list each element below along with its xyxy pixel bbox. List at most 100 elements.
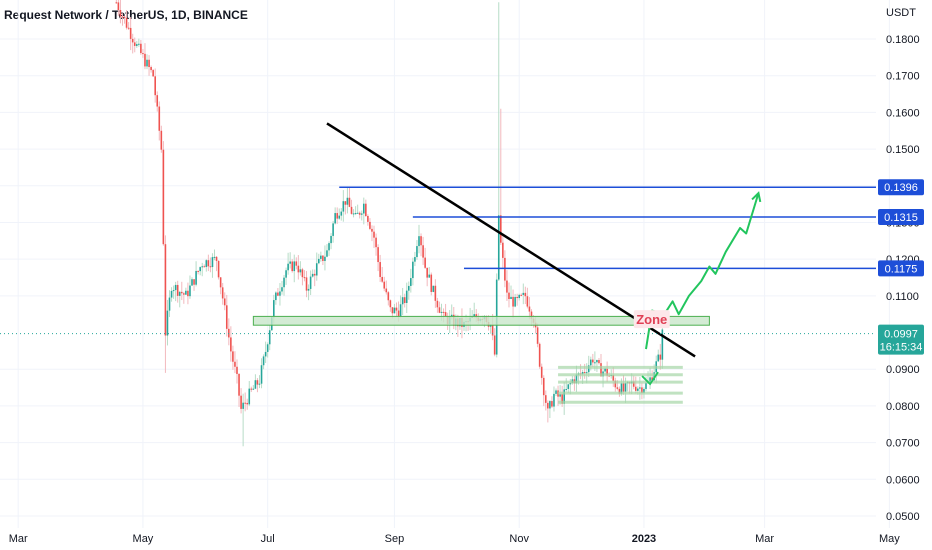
candle-body [493, 335, 496, 355]
x-tick-label: May [879, 533, 900, 545]
candle-body [313, 273, 316, 276]
candle-body [659, 354, 662, 360]
candle-body [596, 360, 598, 363]
candle-body [536, 327, 539, 344]
candle-body [311, 273, 314, 277]
candle-body [119, 9, 122, 17]
candle-body [561, 394, 563, 404]
candle-body [172, 290, 175, 292]
candle-body [330, 235, 332, 244]
candle-body [123, 16, 126, 18]
candle-body [154, 76, 156, 96]
candle-body [234, 361, 236, 367]
candle-body [340, 211, 343, 216]
candle-body [504, 257, 506, 281]
candle-body [315, 263, 318, 276]
candle-body [256, 380, 259, 385]
candle-body [275, 292, 277, 301]
resistance-price-label: 0.1315 [884, 212, 918, 224]
candle-body [565, 388, 568, 390]
candle-body [622, 383, 625, 392]
y-tick-label: 0.0500 [886, 511, 920, 523]
candle-body [528, 306, 531, 312]
grid-lines [0, 0, 890, 528]
candle-body [142, 53, 144, 55]
current-price-tag [878, 324, 924, 355]
candle-body [332, 223, 334, 236]
candle-body [117, 2, 120, 10]
candle-body [362, 203, 365, 214]
candle-body [344, 201, 347, 205]
resistance-price-tag [878, 179, 924, 196]
candle-body [639, 387, 641, 389]
candle-body [242, 402, 244, 409]
candle-body [377, 247, 379, 263]
candle-body [514, 296, 516, 307]
candle-body [195, 270, 197, 285]
candle-body [146, 59, 148, 67]
candle-body [346, 197, 349, 205]
candle-body [217, 260, 220, 278]
candle-body [197, 270, 199, 272]
candle-body [148, 59, 150, 68]
candle-body [295, 261, 298, 266]
candle-body [277, 292, 279, 296]
candle-body [150, 67, 152, 71]
candle-body [254, 380, 257, 389]
candle-body [489, 325, 492, 327]
candle-body [418, 236, 420, 247]
candle-body [152, 70, 154, 77]
candle-body [191, 279, 193, 286]
candle-body [594, 362, 596, 364]
candle-body [246, 402, 249, 405]
candle-body [289, 261, 291, 264]
candle-body [356, 212, 359, 214]
candle-body [600, 363, 602, 377]
candle-body [213, 256, 216, 258]
candle-body [127, 27, 130, 29]
candle-body [223, 298, 226, 306]
candle-body [420, 236, 422, 246]
candle-body [268, 330, 271, 345]
candle-body [320, 255, 322, 259]
candle-body [156, 95, 159, 107]
candle-body [563, 389, 565, 404]
candle-body [358, 212, 361, 215]
candle-body [162, 149, 165, 245]
candle-body [403, 297, 406, 303]
candle-body [360, 213, 363, 215]
candle-body [553, 393, 555, 407]
candle-body [170, 290, 173, 298]
candle-body [389, 300, 392, 308]
candle-body [430, 274, 433, 292]
candle-body [166, 310, 169, 336]
candle-body [203, 266, 206, 268]
candle-body [438, 307, 441, 313]
candle-body [585, 372, 588, 374]
candle-body [510, 296, 512, 300]
candle-body [317, 258, 320, 264]
candle-body [379, 262, 381, 277]
y-tick-label: 0.1800 [886, 34, 920, 46]
candle-body [209, 266, 212, 268]
candle-body [135, 44, 138, 46]
candle-body [497, 215, 500, 280]
candle-body [309, 276, 312, 289]
resistance-price-tag [878, 260, 924, 277]
candle-body [164, 244, 167, 336]
resistance-price-tag [878, 208, 924, 225]
candle-body [391, 307, 394, 314]
drawing-overlays: Zone [0, 122, 876, 404]
currency-label: USDT [886, 7, 916, 19]
candle-body [354, 213, 357, 215]
candle-body [440, 311, 443, 313]
candles [115, 0, 664, 447]
x-tick-label: Mar [755, 533, 774, 545]
candle-body [538, 343, 541, 367]
candle-body [133, 42, 136, 46]
candle-body [624, 383, 627, 392]
candle-body [401, 297, 404, 305]
candle-body [131, 38, 134, 43]
candle-body [434, 285, 437, 301]
